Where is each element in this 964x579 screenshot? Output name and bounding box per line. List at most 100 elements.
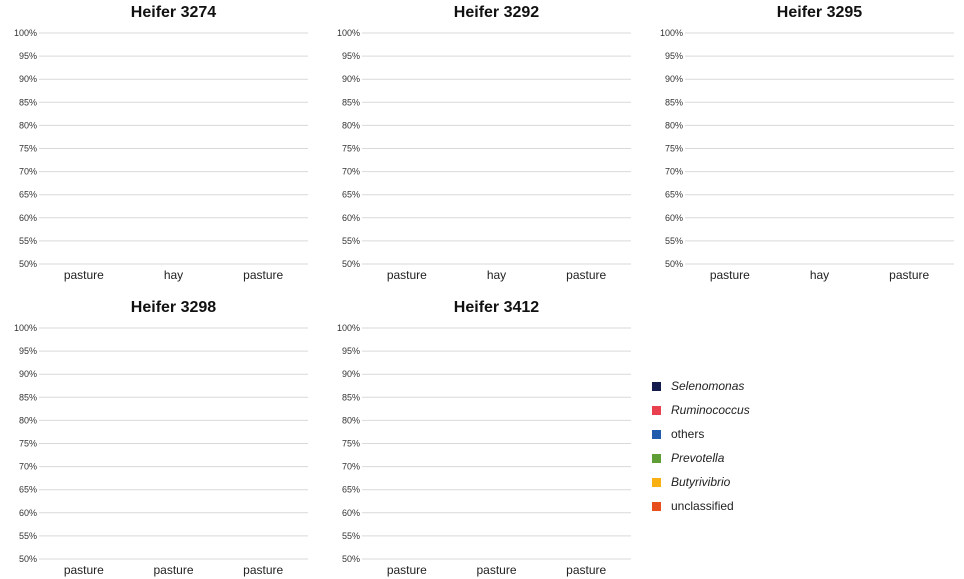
legend-swatch-butyrivibrio (652, 477, 661, 487)
y-tick-label: 65% (665, 190, 683, 200)
legend-swatch-prevotella (652, 453, 661, 463)
legend-item-ruminococcus: Ruminococcus (652, 398, 952, 422)
y-tick-label: 60% (665, 213, 683, 223)
legend-label-selenomonas: Selenomonas (671, 379, 745, 393)
y-tick-label: 65% (342, 190, 360, 200)
legend-label-others: others (671, 427, 705, 441)
y-tick-label: 80% (19, 415, 37, 425)
y-tick-label: 50% (665, 259, 683, 269)
y-tick-label: 95% (665, 51, 683, 61)
y-tick-label: 70% (665, 167, 683, 177)
y-tick-label: 80% (19, 120, 37, 130)
chart-panel-2: Heifer 3292 50% 55% 60% 65% 70% 75% 80% 85% 90% 95… (337, 4, 631, 282)
y-tick-label: 90% (19, 74, 37, 84)
y-tick-label: 95% (19, 346, 37, 356)
chart-title: Heifer 3298 (131, 299, 216, 316)
legend-label-unclassified: unclassified (671, 499, 734, 513)
x-tick-label: pasture (387, 563, 427, 577)
legend-item-butyrivibrio: Butyrivibrio (652, 470, 952, 494)
legend-item-unclassified: unclassified (652, 494, 952, 518)
y-tick-label: 65% (19, 485, 37, 495)
y-tick-label: 90% (19, 369, 37, 379)
y-tick-label: 75% (19, 439, 37, 449)
y-tick-label: 100% (337, 323, 360, 333)
chart-panel-4: Heifer 3298 50% 55% 60% 65% 70% 75% 80% 85% 90% 95… (14, 299, 308, 577)
x-tick-label: pasture (64, 268, 104, 282)
y-tick-label: 55% (665, 236, 683, 246)
legend-item-prevotella: Prevotella (652, 446, 952, 470)
y-tick-label: 50% (19, 259, 37, 269)
legend-swatch-selenomonas (652, 381, 661, 391)
y-tick-label: 70% (342, 462, 360, 472)
y-tick-label: 75% (342, 439, 360, 449)
chart-panel-5: Heifer 3412 50% 55% 60% 65% 70% 75% 80% 85% 90% 95… (337, 299, 631, 577)
y-tick-label: 65% (342, 485, 360, 495)
y-tick-label: 75% (19, 144, 37, 154)
x-tick-label: hay (487, 268, 506, 282)
x-tick-label: pasture (476, 563, 516, 577)
y-tick-label: 70% (19, 462, 37, 472)
chart-title: Heifer 3295 (777, 4, 862, 21)
x-tick-label: hay (810, 268, 829, 282)
chart-title: Heifer 3412 (454, 299, 539, 316)
x-tick-label: pasture (64, 563, 104, 577)
chart-title: Heifer 3274 (131, 4, 216, 21)
y-tick-label: 55% (19, 236, 37, 246)
y-tick-label: 80% (342, 415, 360, 425)
x-tick-label: hay (164, 268, 183, 282)
chart-title: Heifer 3292 (454, 4, 539, 21)
y-tick-label: 80% (665, 120, 683, 130)
x-tick-label: pasture (243, 563, 283, 577)
y-tick-label: 55% (19, 531, 37, 541)
y-tick-label: 50% (342, 259, 360, 269)
y-tick-label: 95% (342, 51, 360, 61)
y-tick-label: 60% (342, 508, 360, 518)
y-tick-label: 95% (342, 346, 360, 356)
legend-label-butyrivibrio: Butyrivibrio (671, 475, 731, 489)
y-tick-label: 90% (342, 74, 360, 84)
legend-swatch-ruminococcus (652, 405, 661, 415)
y-tick-label: 90% (342, 369, 360, 379)
y-tick-label: 50% (342, 554, 360, 564)
legend-label-prevotella: Prevotella (671, 451, 725, 465)
y-tick-label: 70% (342, 167, 360, 177)
y-tick-label: 80% (342, 120, 360, 130)
x-tick-label: pasture (387, 268, 427, 282)
y-tick-label: 85% (19, 392, 37, 402)
y-tick-label: 95% (19, 51, 37, 61)
chart-legend: Selenomonas Ruminococcus others Prevotel… (652, 374, 952, 518)
legend-item-selenomonas: Selenomonas (652, 374, 952, 398)
y-tick-label: 75% (342, 144, 360, 154)
chart-panel-3: Heifer 3295 50% 55% 60% 65% 70% 75% 80% 85% 90% 95… (660, 4, 954, 282)
x-tick-label: pasture (889, 268, 929, 282)
y-tick-label: 65% (19, 190, 37, 200)
y-tick-label: 85% (342, 392, 360, 402)
y-tick-label: 60% (19, 213, 37, 223)
y-tick-label: 85% (19, 97, 37, 107)
y-tick-label: 60% (19, 508, 37, 518)
y-tick-label: 100% (14, 323, 37, 333)
y-tick-label: 60% (342, 213, 360, 223)
y-tick-label: 85% (342, 97, 360, 107)
y-tick-label: 55% (342, 531, 360, 541)
y-tick-label: 50% (19, 554, 37, 564)
y-tick-label: 100% (14, 28, 37, 38)
y-tick-label: 90% (665, 74, 683, 84)
y-tick-label: 55% (342, 236, 360, 246)
y-tick-label: 100% (337, 28, 360, 38)
legend-item-others: others (652, 422, 952, 446)
y-tick-label: 100% (660, 28, 683, 38)
x-tick-label: pasture (153, 563, 193, 577)
y-tick-label: 75% (665, 144, 683, 154)
chart-panel-1: Heifer 3274 50% 55% 60% 65% 70% 75% 80% 85% 90% 95… (14, 4, 308, 282)
x-tick-label: pasture (566, 268, 606, 282)
legend-label-ruminococcus: Ruminococcus (671, 403, 750, 417)
y-tick-label: 70% (19, 167, 37, 177)
y-tick-label: 85% (665, 97, 683, 107)
x-tick-label: pasture (710, 268, 750, 282)
x-tick-label: pasture (566, 563, 606, 577)
legend-swatch-others (652, 429, 661, 439)
x-tick-label: pasture (243, 268, 283, 282)
legend-swatch-unclassified (652, 501, 661, 511)
